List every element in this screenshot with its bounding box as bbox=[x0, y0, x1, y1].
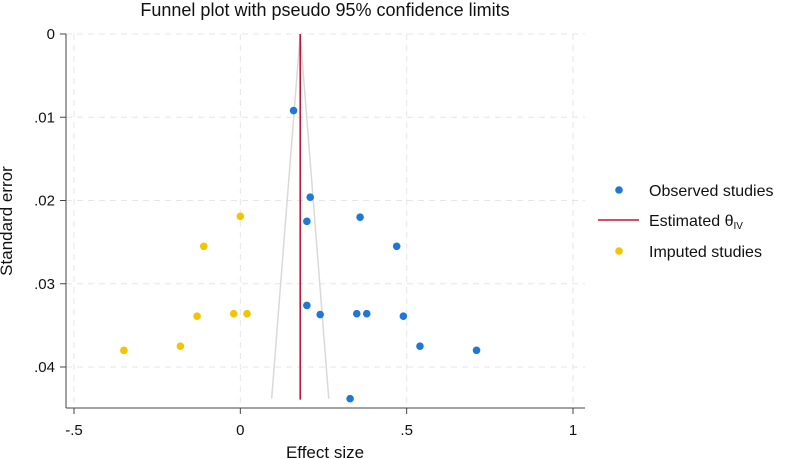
observed-study-point bbox=[289, 106, 298, 115]
x-tick-label: .5 bbox=[400, 422, 413, 439]
y-tick-label: .04 bbox=[34, 359, 55, 376]
funnel-right-limit bbox=[299, 33, 330, 399]
legend-estimate-main: Estimated θ bbox=[649, 213, 734, 230]
observed-study-point bbox=[352, 309, 361, 318]
imputed-study-point bbox=[243, 309, 251, 318]
imputed-study-point bbox=[199, 242, 208, 251]
y-ticks: 0 .01 .02 .03 .04 bbox=[34, 26, 66, 376]
y-axis-label: Standard error bbox=[0, 166, 16, 276]
funnel-left-limit bbox=[270, 33, 301, 399]
observed-study-point bbox=[416, 342, 424, 350]
legend-imputed-label: Imputed studies bbox=[649, 244, 762, 261]
legend-observed-marker bbox=[615, 186, 623, 194]
data-points bbox=[120, 106, 481, 403]
y-tick-label: .02 bbox=[34, 193, 55, 210]
imputed-study-point bbox=[120, 346, 128, 355]
observed-study-point bbox=[316, 310, 324, 319]
imputed-study-point bbox=[236, 212, 245, 221]
observed-study-point bbox=[346, 394, 354, 403]
legend-imputed-marker bbox=[615, 247, 623, 255]
observed-study-point bbox=[303, 217, 311, 226]
legend: Observed studies Estimated θIV Imputed s… bbox=[598, 183, 774, 261]
x-tick-label: -.5 bbox=[65, 422, 83, 439]
observed-study-point bbox=[392, 242, 401, 251]
legend-observed-label: Observed studies bbox=[649, 183, 774, 200]
pseudo-ci-funnel bbox=[270, 33, 330, 399]
grid-lines bbox=[66, 33, 585, 408]
chart-title: Funnel plot with pseudo 95% confidence l… bbox=[140, 0, 509, 20]
x-axis-label: Effect size bbox=[286, 443, 364, 459]
imputed-study-point bbox=[193, 312, 201, 321]
y-tick-label: 0 bbox=[47, 26, 55, 43]
observed-study-point bbox=[362, 309, 371, 318]
x-tick-label: 0 bbox=[236, 422, 244, 439]
observed-study-point bbox=[356, 213, 364, 221]
observed-study-point bbox=[303, 301, 311, 310]
imputed-study-point bbox=[229, 309, 238, 318]
observed-study-point bbox=[399, 312, 408, 321]
legend-estimate-label: Estimated θIV bbox=[649, 213, 743, 232]
observed-study-point bbox=[472, 346, 481, 355]
imputed-study-point bbox=[176, 342, 185, 350]
y-tick-label: .01 bbox=[34, 109, 55, 126]
legend-estimate-subscript: IV bbox=[733, 221, 743, 232]
observed-study-point bbox=[306, 193, 314, 201]
x-tick-label: 1 bbox=[569, 422, 577, 439]
x-ticks: -.5 0 .5 1 bbox=[65, 408, 577, 439]
y-tick-label: .03 bbox=[34, 276, 55, 293]
